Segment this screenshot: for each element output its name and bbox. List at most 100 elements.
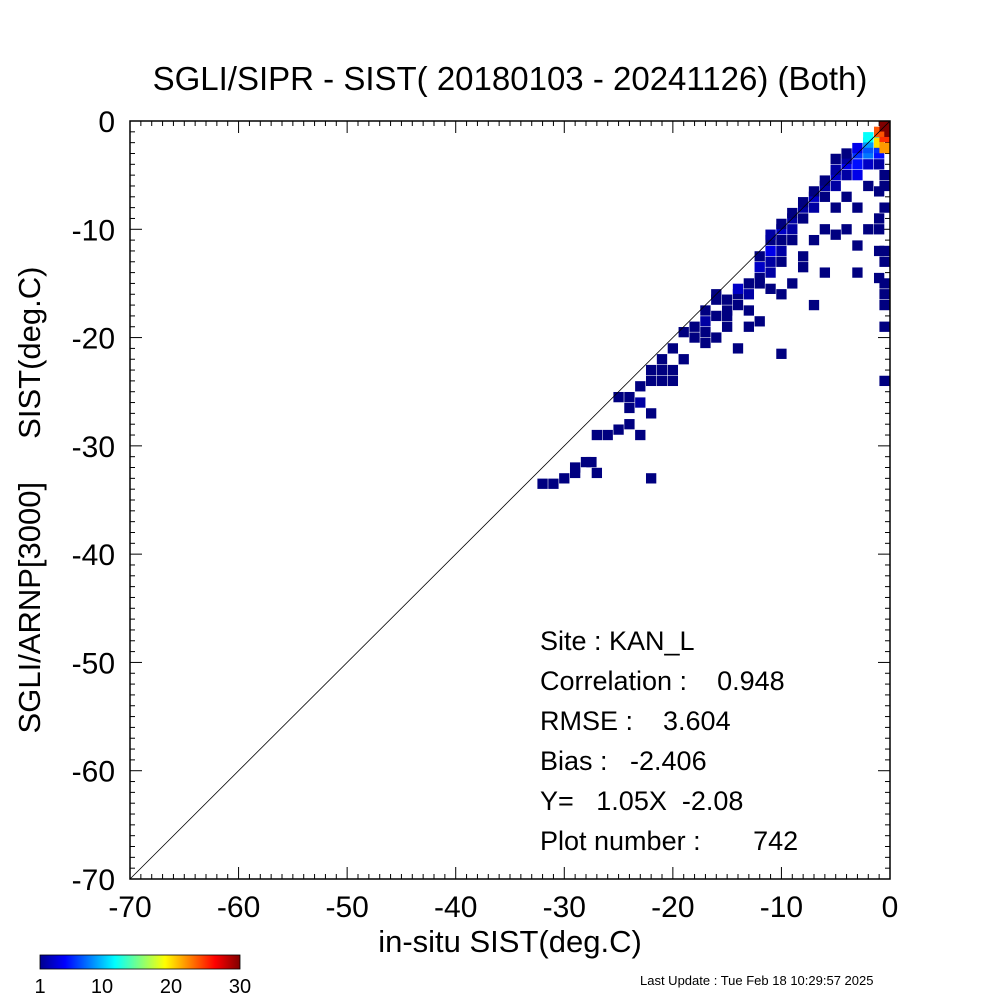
y-tick-label: 0 — [98, 106, 115, 139]
heatmap-cell — [863, 148, 874, 159]
stat-plot-number: Plot number : 742 — [540, 826, 798, 856]
heatmap-cell — [873, 159, 885, 170]
heatmap-cell — [787, 234, 798, 246]
heatmap-cell — [678, 354, 689, 365]
heatmap-cell — [700, 316, 711, 327]
heatmap-cell — [602, 429, 613, 441]
y-tick-label: -40 — [72, 539, 115, 572]
heatmap-cell — [656, 375, 668, 387]
heatmap-cell — [667, 375, 679, 387]
heatmap-cell — [873, 186, 885, 197]
heatmap-cell — [841, 169, 852, 181]
colorbar: 1 10 20 30 — [34, 954, 251, 998]
y-tick-label: -20 — [72, 323, 115, 356]
heatmap-cells — [537, 121, 890, 489]
heatmap-cell — [841, 148, 852, 159]
heatmap-cell — [667, 364, 679, 376]
heatmap-cell — [879, 321, 890, 332]
stat-bias: Bias : -2.406 — [540, 746, 707, 776]
heatmap-cell — [700, 327, 711, 338]
heatmap-cell — [765, 283, 776, 294]
heatmap-cell — [656, 354, 668, 365]
x-tick-label: -30 — [543, 891, 586, 924]
heatmap-cell — [879, 180, 890, 192]
heatmap-cell — [819, 267, 831, 278]
heatmap-cell — [852, 142, 863, 154]
heatmap-cell — [635, 381, 646, 392]
x-tick-label: -10 — [760, 891, 803, 924]
x-tick-labels: -70 -60 -50 -40 -30 -20 -10 0 — [108, 891, 898, 924]
heatmap-cell — [879, 375, 890, 387]
plot-frame — [129, 120, 891, 880]
heatmap-cell — [776, 256, 787, 267]
heatmap-cell — [797, 213, 809, 224]
heatmap-cell — [743, 278, 755, 289]
heatmap-cell — [808, 299, 820, 311]
heatmap-cell — [721, 321, 733, 332]
x-tick-label: 0 — [882, 891, 899, 924]
heatmap-cell — [613, 424, 624, 435]
heatmap-cell — [797, 197, 809, 208]
heatmap-cell — [743, 289, 755, 300]
colorbar-gradient — [39, 954, 241, 970]
stat-rmse: RMSE : 3.604 — [540, 706, 731, 736]
stat-site: Site : KAN_L — [540, 626, 695, 656]
heatmap-cell — [819, 175, 831, 186]
heatmap-cell — [852, 202, 863, 213]
y-tick-label: -60 — [72, 756, 115, 789]
heatmap-cell — [635, 429, 646, 441]
heatmap-cell — [624, 402, 635, 414]
x-tick-label: -60 — [217, 891, 260, 924]
heatmap-cell — [873, 142, 885, 154]
heatmap-cell — [689, 321, 700, 332]
heatmap-cell — [645, 375, 657, 387]
heatmap-cell — [732, 283, 744, 294]
stat-regression: Y= 1.05X -2.08 — [540, 786, 743, 816]
heatmap-cell — [689, 332, 700, 343]
heatmap-cell — [873, 245, 885, 257]
heatmap-cell — [852, 240, 863, 251]
heatmap-cell — [754, 278, 765, 289]
heatmap-cell — [879, 202, 890, 213]
heatmap-cell — [787, 278, 798, 289]
heatmap-cell — [873, 224, 885, 235]
heatmap-cell — [700, 337, 711, 349]
heatmap-cell — [580, 456, 592, 468]
heatmap-cell — [569, 462, 581, 473]
heatmap-cell — [797, 262, 809, 273]
heatmap-cell — [711, 332, 722, 343]
heatmap-cell — [863, 180, 874, 192]
heatmap-cell — [537, 478, 548, 489]
heatmap-cell — [819, 191, 831, 202]
heatmap-cell — [841, 153, 852, 165]
heatmap-cell — [841, 224, 852, 235]
heatmap-cell — [732, 289, 744, 300]
heatmap-cell — [754, 272, 765, 284]
heatmap-cell — [645, 408, 657, 419]
heatmap-cell — [879, 278, 890, 289]
heatmap-cell — [591, 429, 603, 441]
heatmap-cell — [635, 397, 646, 408]
x-axis-label: in-situ SIST(deg.C) — [378, 924, 642, 959]
x-tick-label: -50 — [325, 891, 368, 924]
heatmap-cell — [873, 148, 885, 159]
heatmap-cell — [559, 473, 570, 484]
heatmap-cell — [569, 467, 581, 479]
heatmap-cell — [667, 343, 679, 354]
stats-block: Site : KAN_L Correlation : 0.948 RMSE : … — [540, 626, 798, 856]
colorbar-label-1: 1 — [34, 976, 45, 998]
heatmap-cell — [852, 267, 863, 278]
heatmap-cell — [776, 234, 787, 246]
heatmap-cell — [721, 310, 733, 322]
heatmap-cell — [879, 132, 890, 143]
heatmap-cell — [613, 391, 624, 403]
y-tick-label: -10 — [72, 214, 115, 247]
heatmap-cell — [852, 159, 863, 170]
heatmap-cell — [721, 294, 733, 305]
heatmap-cell — [787, 207, 798, 219]
chart-title: SGLI/SIPR - SIST( 20180103 - 20241126) (… — [153, 60, 868, 97]
heatmap-cell — [754, 262, 765, 273]
heatmap-cell — [852, 169, 863, 181]
heatmap-cell — [830, 202, 841, 213]
